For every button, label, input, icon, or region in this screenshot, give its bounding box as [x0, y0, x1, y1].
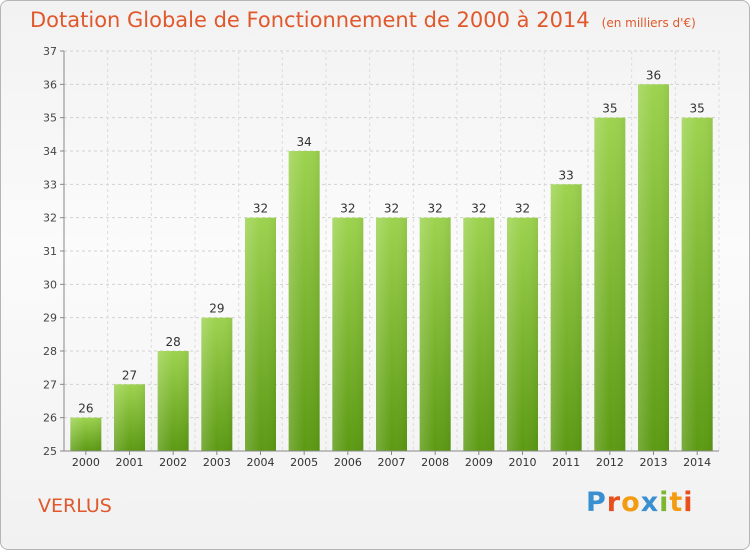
logo-letter: t	[669, 487, 684, 518]
bar-shine	[681, 117, 713, 452]
y-tick-label: 32	[43, 212, 57, 225]
bar-shine	[114, 384, 145, 451]
bar-shine	[288, 151, 320, 451]
logo-letter: r	[606, 487, 622, 518]
x-tick-label: 2012	[596, 456, 624, 469]
logo-letter: x	[640, 487, 660, 518]
bar-shine	[463, 217, 495, 451]
bar-shine	[594, 117, 626, 452]
value-label: 35	[602, 102, 617, 116]
value-label: 32	[340, 202, 355, 216]
y-tick-label: 28	[43, 345, 57, 358]
x-tick-label: 2010	[509, 456, 537, 469]
logo-letter: i	[683, 487, 694, 518]
bar-shine	[376, 217, 407, 451]
x-tick-label: 2011	[552, 456, 580, 469]
value-label: 35	[690, 102, 705, 116]
value-label: 32	[253, 202, 268, 216]
bar-shine	[419, 217, 451, 451]
bar-shine	[550, 184, 582, 452]
y-tick-label: 31	[43, 245, 57, 258]
value-label: 32	[428, 202, 443, 216]
title-unit: (en milliers d'€)	[601, 16, 696, 30]
value-label: 34	[297, 135, 312, 149]
value-label: 26	[78, 402, 93, 416]
x-tick-label: 2014	[683, 456, 711, 469]
x-tick-label: 2007	[378, 456, 406, 469]
y-tick-label: 35	[43, 112, 57, 125]
y-tick-label: 30	[43, 278, 57, 291]
y-tick-label: 25	[43, 445, 57, 458]
y-tick-label: 26	[43, 412, 57, 425]
chart-title: Dotation Globale de Fonctionnement de 20…	[30, 8, 696, 32]
x-tick-label: 2006	[334, 456, 362, 469]
value-label: 32	[471, 202, 486, 216]
x-tick-label: 2005	[290, 456, 318, 469]
logo-letter: i	[659, 487, 670, 518]
value-label: 33	[559, 168, 574, 182]
title-text: Dotation Globale de Fonctionnement de 20…	[30, 8, 590, 32]
x-tick-label: 2002	[159, 456, 187, 469]
bar-shine	[70, 417, 102, 451]
x-tick-label: 2001	[116, 456, 144, 469]
bar-shine	[638, 84, 669, 451]
y-tick-label: 29	[43, 312, 57, 325]
x-tick-label: 2000	[72, 456, 100, 469]
y-tick-label: 37	[43, 45, 57, 58]
bar-shine	[201, 317, 233, 451]
commune-name: VERLUS	[38, 495, 112, 517]
value-label: 27	[122, 368, 137, 382]
value-label: 36	[646, 68, 661, 82]
bar-shine	[507, 217, 538, 451]
y-tick-label: 27	[43, 378, 57, 391]
y-tick-label: 36	[43, 78, 57, 91]
bar-shine	[157, 351, 189, 451]
y-tick-label: 34	[43, 145, 57, 158]
value-label: 32	[515, 202, 530, 216]
x-tick-label: 2003	[203, 456, 231, 469]
proxiti-logo: Proxiti	[586, 487, 694, 518]
logo-letter: P	[586, 487, 607, 518]
bar-shine	[332, 217, 364, 451]
x-tick-label: 2013	[640, 456, 668, 469]
value-label: 32	[384, 202, 399, 216]
value-label: 29	[209, 302, 224, 316]
bar-shine	[245, 217, 276, 451]
value-label: 28	[166, 335, 181, 349]
y-tick-label: 33	[43, 178, 57, 191]
logo-letter: o	[621, 487, 641, 518]
x-tick-label: 2004	[247, 456, 275, 469]
x-tick-label: 2008	[421, 456, 449, 469]
x-tick-label: 2009	[465, 456, 493, 469]
